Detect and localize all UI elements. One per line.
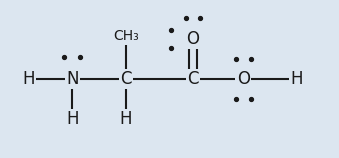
Text: H: H: [120, 110, 132, 128]
Text: O: O: [237, 70, 250, 88]
Text: H: H: [23, 70, 35, 88]
Text: H: H: [66, 110, 79, 128]
Text: N: N: [66, 70, 79, 88]
Text: C: C: [187, 70, 199, 88]
Text: O: O: [186, 30, 199, 48]
Text: CH₃: CH₃: [113, 29, 139, 43]
Text: H: H: [291, 70, 303, 88]
Text: C: C: [120, 70, 132, 88]
